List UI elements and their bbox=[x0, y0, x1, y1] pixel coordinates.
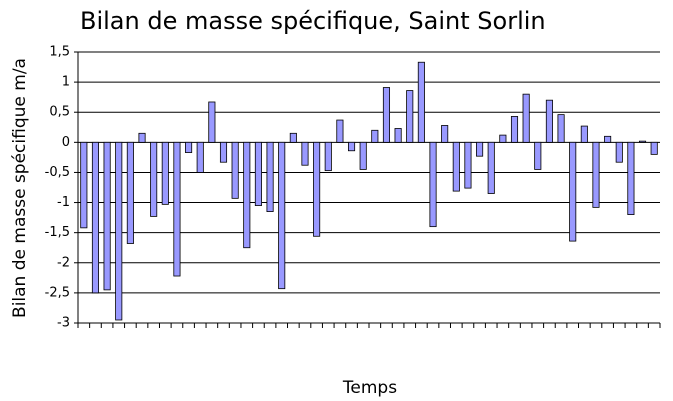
bar bbox=[196, 141, 204, 173]
bar bbox=[417, 61, 425, 143]
bar bbox=[219, 141, 228, 163]
bar bbox=[231, 141, 239, 199]
bar bbox=[534, 141, 542, 170]
bar bbox=[301, 141, 309, 166]
bar bbox=[604, 135, 612, 143]
y-tick-label: 1 bbox=[62, 75, 70, 90]
bar bbox=[580, 125, 588, 143]
bar bbox=[382, 87, 391, 143]
y-tick-label: -1,5 bbox=[45, 225, 70, 240]
bar bbox=[452, 141, 460, 192]
bar bbox=[173, 141, 181, 277]
y-tick-label: 1,5 bbox=[49, 45, 70, 60]
bar bbox=[138, 132, 146, 143]
x-axis-label: Temps bbox=[342, 378, 397, 398]
bar bbox=[289, 132, 297, 143]
y-tick-label: 0 bbox=[62, 135, 70, 150]
bar bbox=[161, 141, 169, 205]
bar bbox=[359, 141, 367, 170]
bar bbox=[208, 101, 216, 143]
bar bbox=[650, 141, 658, 155]
y-tick-label: -0,5 bbox=[45, 165, 70, 180]
bar bbox=[336, 119, 344, 143]
bar bbox=[150, 141, 158, 217]
y-tick-label: 0,5 bbox=[49, 105, 70, 120]
bar bbox=[406, 90, 414, 143]
bar bbox=[476, 141, 484, 157]
bar bbox=[499, 134, 507, 143]
y-axis-label: Bilan de masse spécifique m/a bbox=[10, 58, 30, 318]
bar bbox=[615, 141, 623, 163]
bar bbox=[115, 141, 123, 321]
bar bbox=[254, 141, 262, 206]
bar bbox=[80, 141, 88, 229]
bar bbox=[429, 141, 437, 228]
bar bbox=[126, 141, 134, 244]
bar bbox=[464, 141, 472, 189]
chart-title: Bilan de masse spécifique, Saint Sorlin bbox=[80, 7, 546, 35]
bar bbox=[243, 141, 251, 249]
bar bbox=[371, 129, 379, 143]
bar bbox=[592, 141, 600, 208]
bar bbox=[278, 141, 286, 290]
y-tick-label: -1 bbox=[57, 195, 70, 210]
bar bbox=[103, 141, 111, 291]
bar bbox=[394, 128, 402, 143]
bar bbox=[185, 141, 193, 153]
bar bbox=[324, 141, 332, 172]
bar bbox=[627, 141, 635, 215]
bar bbox=[522, 93, 530, 143]
bar bbox=[313, 141, 321, 237]
bar bbox=[638, 140, 647, 143]
bar bbox=[347, 141, 356, 152]
bar bbox=[510, 116, 519, 143]
bar bbox=[557, 114, 565, 143]
y-tick-label: -2,5 bbox=[45, 285, 70, 300]
y-tick-label: -2 bbox=[57, 255, 70, 270]
bar bbox=[441, 125, 449, 143]
y-tick-label: -3 bbox=[57, 316, 70, 331]
bar bbox=[91, 141, 100, 294]
bar bbox=[266, 141, 274, 212]
bar bbox=[569, 141, 577, 242]
bar bbox=[487, 141, 495, 194]
bar bbox=[545, 99, 553, 143]
